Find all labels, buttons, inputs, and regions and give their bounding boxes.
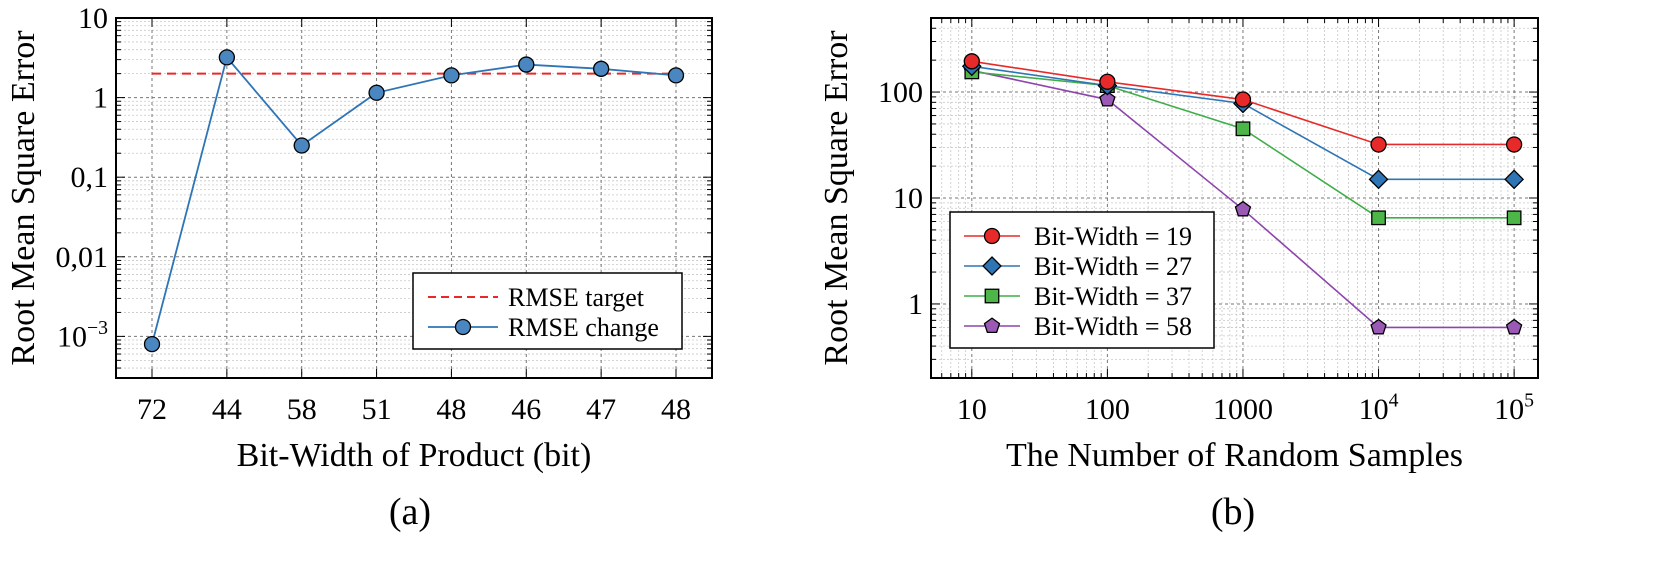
data-point-bw-37 [1506,210,1522,226]
data-point-bw-19 [1370,136,1387,153]
legend-b-marker [984,288,1000,304]
y-axis-label: Root Mean Square Error [818,30,855,366]
data-point-rmse-change [443,67,460,84]
data-point-bw-27 [1368,169,1389,190]
y-tick-label: 1 [908,288,923,321]
x-tick-label: 10 [957,393,987,426]
legend-b-label: Bit-Width = 37 [1034,282,1192,311]
x-tick-label: 48 [661,393,691,426]
data-point-bw-58 [1505,318,1523,335]
x-tick-label: 58 [287,393,317,426]
y-tick-label: 10−3 [57,317,108,354]
x-tick-label: 104 [1359,389,1399,426]
data-point-bw-37 [1235,121,1251,137]
legend-b-label: Bit-Width = 58 [1034,312,1192,341]
legend-a-marker-change [454,318,472,336]
legend-b-label: Bit-Width = 19 [1034,222,1192,251]
x-tick-label: 46 [511,393,541,426]
x-tick-label: 100 [1085,393,1130,426]
legend-b-marker [983,317,1001,334]
data-point-rmse-change [368,84,385,101]
data-point-bw-58 [1099,90,1116,107]
legend-a [412,272,683,350]
x-tick-label: 105 [1494,389,1534,426]
panel-label-b: (b) [1211,491,1255,533]
data-point-bw-58 [1370,318,1387,335]
series-rmse-change-line [151,55,677,345]
y-tick-label: 0,1 [71,161,109,194]
data-point-rmse-change [518,56,535,73]
y-tick-label: 1 [93,82,108,115]
data-point-rmse-change [592,60,610,77]
data-point-bw-19 [1505,136,1523,153]
data-point-rmse-change [143,335,161,353]
data-point-rmse-change [667,67,685,84]
legend-b-label: Bit-Width = 27 [1034,252,1192,281]
y-tick-label: 0,01 [56,241,109,274]
legend-a-label-target: RMSE target [508,283,645,312]
y-axis-label: Root Mean Square Error [5,30,42,366]
data-point-bw-19 [1234,91,1252,108]
data-point-bw-58 [1234,200,1252,217]
plot-a-frame [115,17,713,379]
panel-label-a: (a) [389,491,431,533]
data-point-bw-27 [1504,169,1525,190]
data-point-rmse-change [293,137,310,154]
legend-a-label-change: RMSE change [508,313,659,342]
legend-b-marker [983,227,1001,245]
y-tick-label: 100 [878,76,923,109]
x-tick-label: 48 [436,393,466,426]
x-tick-label: 1000 [1213,393,1273,426]
y-tick-label: 10 [78,2,108,35]
y-tick-label: 10 [893,182,923,215]
x-tick-label: 51 [362,393,392,426]
x-axis-label: Bit-Width of Product (bit) [237,437,592,474]
plot-b-frame [930,17,1539,379]
data-point-bw-19 [963,53,980,70]
x-tick-label: 47 [586,393,616,426]
data-point-bw-37 [1371,210,1386,226]
x-axis-label: The Number of Random Samples [1006,437,1463,474]
data-point-rmse-change [218,49,236,66]
x-tick-label: 44 [212,393,242,426]
x-tick-label: 72 [137,393,167,426]
legend-b-marker [982,256,1002,276]
data-point-bw-19 [1099,73,1116,90]
